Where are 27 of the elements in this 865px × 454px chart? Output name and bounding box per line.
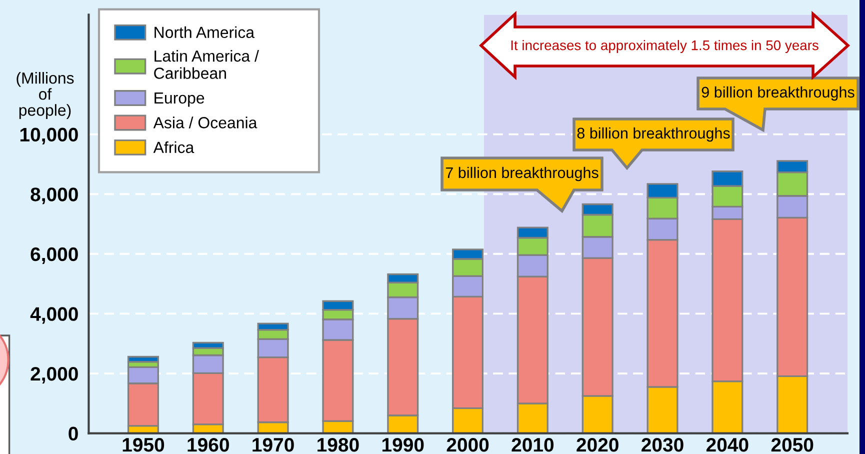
x-tick-label: 2040 <box>706 438 748 452</box>
x-tick-label: 2030 <box>642 438 684 452</box>
x-tick-label: 1980 <box>318 438 359 452</box>
y-tick-label: 2,000 <box>30 366 78 384</box>
y-tick-label: 0 <box>68 426 78 441</box>
x-tick-label: 2000 <box>446 438 489 452</box>
y-tick-label: 4,000 <box>30 307 78 324</box>
legend-label: Africa <box>153 141 194 154</box>
annotation: 7 billion breakthroughs <box>446 166 598 182</box>
x-tick-label: 1990 <box>382 438 424 452</box>
legend-label: Latin America / Caribbean <box>154 50 259 79</box>
y-tick-label: 6,000 <box>30 247 78 264</box>
annotation: It increases to approximately 1.5 times in 50 years <box>511 40 818 53</box>
y-tick-label: 8,000 <box>30 188 78 204</box>
legend-label: Europe <box>154 92 204 107</box>
annotation: 8 billion breakthroughs <box>577 127 730 142</box>
legend-label: North America <box>154 26 254 38</box>
y-tick-label: 10,000 <box>20 128 78 144</box>
x-tick-label: 1960 <box>188 438 229 452</box>
x-tick-label: 1950 <box>122 438 164 452</box>
legend-label: Asia / Oceania <box>153 116 258 128</box>
x-tick-label: 2050 <box>771 438 814 452</box>
x-tick-label: 2020 <box>576 438 618 452</box>
x-tick-label: 1970 <box>252 438 294 452</box>
y-axis-title: (Millions of people) <box>16 72 74 119</box>
x-tick-label: 2010 <box>512 438 554 452</box>
annotation: 9 billion breakthroughs <box>702 86 854 101</box>
